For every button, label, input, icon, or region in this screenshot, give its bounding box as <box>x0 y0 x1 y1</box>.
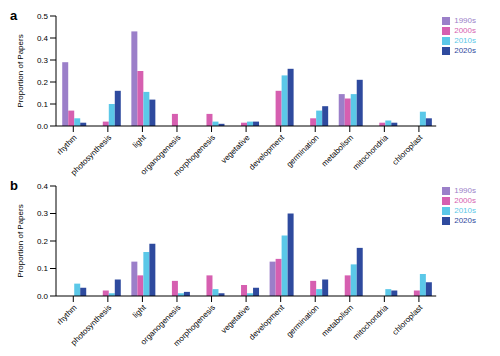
svg-text:0.4: 0.4 <box>37 34 49 43</box>
svg-text:chloroplast: chloroplast <box>391 133 425 167</box>
html-text:2020s: 2020s <box>454 216 476 225</box>
html-text:1990s: 1990s <box>454 186 476 195</box>
html-text:2000s: 2000s <box>454 196 476 205</box>
svg-text:0.0: 0.0 <box>37 292 49 301</box>
svg-text:0.2: 0.2 <box>37 237 49 246</box>
html-text:1990s: 1990s <box>454 16 476 25</box>
svg-text:light: light <box>131 303 148 320</box>
svg-text:rhythm: rhythm <box>55 133 79 157</box>
html-text:2000s: 2000s <box>454 26 476 35</box>
svg-text:0.1: 0.1 <box>37 264 49 273</box>
svg-text:0.3: 0.3 <box>37 56 49 65</box>
svg-text:germination: germination <box>285 303 321 339</box>
svg-text:mitochondria: mitochondria <box>351 133 390 172</box>
svg-text:development: development <box>247 303 286 342</box>
svg-text:morphogenesis: morphogenesis <box>172 303 217 348</box>
svg-text:organogenesis: organogenesis <box>138 303 183 347</box>
svg-text:0.0: 0.0 <box>37 122 49 131</box>
html-text:2010s: 2010s <box>454 36 476 45</box>
html-text:2020s: 2020s <box>454 46 476 55</box>
svg-text:rhythm: rhythm <box>55 303 79 327</box>
svg-text:vegetative: vegetative <box>219 133 252 166</box>
svg-text:0.5: 0.5 <box>37 12 49 21</box>
svg-text:Proportion of Papers: Proportion of Papers <box>16 204 25 277</box>
svg-text:germination: germination <box>285 133 321 169</box>
html-text:b: b <box>10 178 18 193</box>
svg-text:organogenesis: organogenesis <box>138 133 183 177</box>
svg-text:Proportion of Papers: Proportion of Papers <box>16 34 25 107</box>
svg-text:chloroplast: chloroplast <box>391 303 425 337</box>
svg-text:0.2: 0.2 <box>37 78 49 87</box>
svg-text:vegetative: vegetative <box>219 303 252 336</box>
html-text:a: a <box>10 8 18 23</box>
svg-text:metabolism: metabolism <box>320 133 356 169</box>
svg-text:development: development <box>247 133 286 172</box>
svg-text:0.1: 0.1 <box>37 100 49 109</box>
svg-text:0.4: 0.4 <box>37 182 49 191</box>
svg-text:photosynthesis: photosynthesis <box>69 133 113 177</box>
svg-text:light: light <box>131 133 148 150</box>
svg-text:morphogenesis: morphogenesis <box>172 133 217 178</box>
svg-text:metabolism: metabolism <box>320 303 356 339</box>
svg-text:0.3: 0.3 <box>37 209 49 218</box>
svg-text:photosynthesis: photosynthesis <box>69 303 113 347</box>
svg-text:mitochondria: mitochondria <box>351 303 390 342</box>
html-text:2010s: 2010s <box>454 206 476 215</box>
